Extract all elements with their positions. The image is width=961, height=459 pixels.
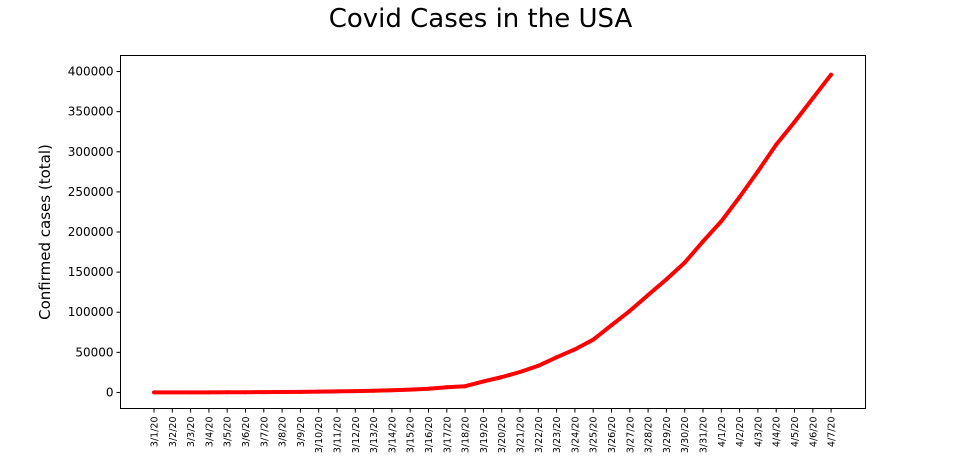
x-tick-label: 3/7/20: [259, 417, 270, 448]
x-tick-label: 3/8/20: [278, 417, 289, 448]
data-point: [463, 384, 468, 389]
x-tick-label: 3/9/20: [296, 417, 307, 448]
x-tick-label: 3/27/20: [625, 417, 636, 454]
data-point: [225, 390, 230, 395]
plot-frame: [120, 55, 866, 409]
x-tick-label: 3/31/20: [699, 417, 710, 454]
data-point: [627, 308, 632, 313]
data-point: [554, 355, 559, 360]
x-tick-label: 3/3/20: [186, 417, 197, 448]
x-tick-label: 3/1/20: [150, 417, 161, 448]
data-point: [389, 388, 394, 393]
y-tick-label: 200000: [68, 225, 114, 239]
y-tick-label: 350000: [68, 105, 114, 119]
y-tick-label: 100000: [68, 305, 114, 319]
data-point: [701, 239, 705, 244]
y-tick-label: 0: [106, 385, 114, 399]
x-tick-label: 3/2/20: [168, 417, 179, 448]
x-tick-label: 3/5/20: [223, 417, 234, 448]
x-tick-label: 3/22/20: [534, 417, 545, 454]
data-point: [664, 277, 669, 282]
x-tick-label: 4/6/20: [808, 417, 819, 448]
x-tick-label: 3/29/20: [662, 417, 673, 454]
x-tick-label: 3/17/20: [442, 417, 453, 454]
data-point: [481, 379, 486, 384]
x-tick-label: 3/4/20: [204, 417, 215, 448]
data-point: [280, 390, 285, 395]
x-tick-label: 3/6/20: [241, 417, 252, 448]
data-point: [152, 390, 156, 395]
x-tick-label: 3/26/20: [607, 417, 618, 454]
data-point: [609, 323, 614, 328]
data-point: [316, 389, 321, 394]
data-point: [206, 390, 211, 395]
x-tick-label: 3/19/20: [479, 417, 490, 454]
data-point: [188, 390, 193, 395]
x-tick-label: 3/14/20: [387, 417, 398, 454]
x-tick-label: 3/18/20: [461, 417, 472, 454]
data-point: [810, 96, 815, 101]
chart-title: Covid Cases in the USA: [328, 4, 633, 34]
data-point: [719, 219, 724, 224]
data-point: [444, 385, 449, 390]
x-tick-label: 3/10/20: [314, 417, 325, 454]
data-point: [261, 390, 266, 395]
data-point: [518, 370, 522, 374]
data-point: [572, 347, 577, 352]
x-tick-label: 3/21/20: [516, 417, 527, 454]
x-tick-label: 4/3/20: [753, 417, 764, 448]
x-tick-label: 3/24/20: [570, 417, 581, 454]
x-tick-label: 4/5/20: [790, 417, 801, 448]
data-point: [170, 390, 175, 395]
series-line: [153, 73, 833, 395]
x-tick-label: 3/11/20: [333, 417, 344, 454]
data-point: [335, 389, 339, 394]
data-point: [243, 390, 248, 395]
data-point: [371, 388, 376, 393]
x-tick-label: 3/20/20: [497, 417, 508, 454]
x-tick-label: 3/30/20: [680, 417, 691, 454]
x-tick-label: 3/25/20: [589, 417, 600, 454]
x-tick-label: 3/13/20: [369, 417, 380, 454]
y-axis-label: Confirmed cases (total): [36, 144, 54, 320]
x-tick-label: 4/7/20: [827, 417, 838, 448]
data-point: [426, 386, 431, 391]
x-tick-label: 4/2/20: [735, 417, 746, 448]
data-point: [829, 72, 834, 77]
data-point: [646, 293, 651, 298]
x-tick-label: 4/1/20: [717, 417, 728, 448]
data-point: [408, 387, 413, 392]
y-tick-label: 250000: [68, 185, 114, 199]
data-point: [774, 142, 779, 147]
x-tick-label: 3/28/20: [644, 417, 655, 454]
data-point: [298, 389, 303, 394]
x-tick-label: 3/23/20: [552, 417, 563, 454]
series-layer: [152, 72, 834, 395]
y-tick-label: 400000: [68, 65, 114, 79]
data-point: [792, 120, 797, 125]
y-tick-label: 50000: [75, 345, 113, 359]
x-tick-label: 4/4/20: [772, 417, 783, 448]
data-point: [737, 195, 742, 200]
y-axis: 0 50000 100000 150000 200000 250000 300000 3500…: [68, 65, 121, 399]
data-point: [591, 337, 596, 342]
y-tick-label: 300000: [68, 145, 114, 159]
data-point: [536, 363, 541, 368]
x-tick-label: 3/16/20: [424, 417, 435, 454]
data-point: [353, 389, 358, 394]
data-point: [499, 375, 504, 380]
x-axis: 3/1/20 3/2/20 3/3/20 3/4/20 3/5/20 3/6/20 3/7/…: [150, 408, 838, 454]
x-tick-label: 3/15/20: [406, 417, 417, 454]
data-point: [755, 169, 760, 174]
x-tick-label: 3/12/20: [351, 417, 362, 454]
y-tick-label: 150000: [68, 265, 114, 279]
data-point: [682, 260, 687, 265]
